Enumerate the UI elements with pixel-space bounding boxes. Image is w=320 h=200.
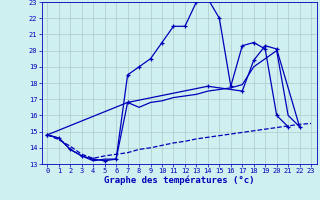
X-axis label: Graphe des températures (°c): Graphe des températures (°c) bbox=[104, 176, 254, 185]
